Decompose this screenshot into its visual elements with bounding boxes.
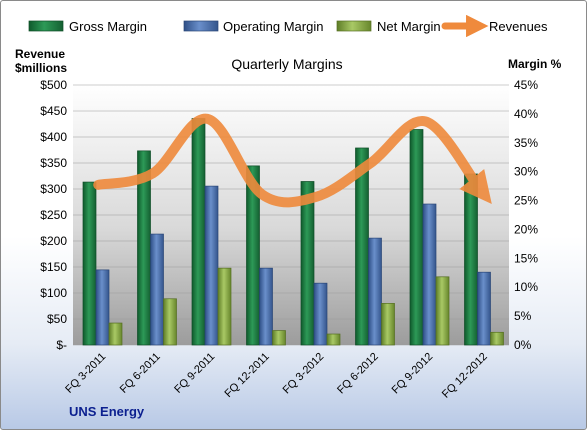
legend-swatch-gross-margin	[28, 20, 64, 32]
revenues-line	[93, 113, 492, 208]
left-axis-title-line1: Revenue	[15, 47, 65, 61]
net-margin-bar	[381, 303, 395, 346]
left-axis-ticks: $- $50 $100 $150 $200 $250 $300 $350 $400 $450 $50…	[40, 78, 67, 352]
left-tick-label: $250	[40, 208, 67, 222]
net-margin-bar	[217, 267, 232, 346]
right-tick-label: 5%	[514, 309, 532, 323]
legend-label-operating-margin: Operating Margin	[223, 19, 323, 34]
right-tick-label: 25%	[514, 194, 538, 208]
legend-label-gross-margin: Gross Margin	[69, 19, 147, 34]
operating-margin-bar	[150, 233, 164, 346]
right-tick-label: 30%	[514, 165, 538, 179]
right-tick-label: 15%	[514, 251, 538, 265]
right-tick-label: 45%	[514, 78, 538, 92]
legend-swatch-operating-margin	[183, 20, 219, 32]
legend-label-net-margin: Net Margin	[377, 19, 441, 34]
right-axis-title: Margin %	[508, 57, 562, 71]
left-tick-label: $450	[40, 104, 67, 118]
left-tick-label: $350	[40, 156, 67, 170]
left-tick-label: $400	[40, 130, 67, 144]
left-axis-title-line2: $millions	[15, 61, 67, 75]
category-label: FQ 9-2011	[172, 351, 217, 396]
right-axis-ticks: 0% 5% 10% 15% 20% 25% 30% 35% 40% 45%	[514, 78, 538, 352]
category-label: FQ 12-2011	[222, 351, 271, 400]
legend-item-gross-margin: Gross Margin	[28, 19, 147, 34]
left-tick-label: $200	[40, 234, 67, 248]
net-margin-bar	[163, 298, 177, 346]
category-label: FQ 3-2011	[63, 351, 108, 396]
category-label: FQ 3-2012	[281, 351, 327, 397]
left-tick-label: $150	[40, 260, 67, 274]
legend-item-operating-margin: Operating Margin	[183, 19, 323, 34]
net-margin-bar	[490, 331, 504, 346]
right-tick-label: 35%	[514, 136, 538, 150]
category-label: FQ 6-2011	[118, 351, 163, 396]
left-tick-label: $-	[56, 338, 67, 352]
company-name: UNS Energy	[69, 404, 145, 419]
operating-margin-bar	[259, 267, 273, 346]
left-tick-label: $500	[40, 78, 67, 92]
left-tick-label: $50	[47, 312, 67, 326]
operating-margin-bar	[368, 237, 382, 346]
gross-margin-bar	[82, 181, 97, 346]
operating-margin-bar	[477, 271, 491, 346]
operating-margin-bar	[204, 185, 219, 346]
operating-margin-bar	[422, 203, 437, 346]
legend-label-revenues: Revenues	[489, 19, 548, 34]
net-margin-bar	[326, 333, 341, 346]
net-margin-bar	[108, 322, 123, 346]
gross-margin-bar	[246, 165, 260, 346]
category-label: FQ 12-2012	[440, 351, 490, 401]
legend-item-revenues: Revenues	[441, 14, 548, 38]
right-tick-label: 0%	[514, 338, 532, 352]
legend-item-net-margin: Net Margin	[336, 19, 441, 34]
bars	[82, 118, 504, 346]
gross-margin-bar	[300, 181, 315, 346]
gross-margin-bar	[191, 118, 206, 346]
net-margin-bar	[435, 276, 450, 346]
net-margin-bar	[272, 330, 286, 346]
legend: Gross Margin Operating Margin Net Margin…	[28, 14, 548, 38]
operating-margin-bar	[313, 282, 328, 346]
gross-margin-bar	[464, 173, 478, 346]
operating-margin-bar	[95, 269, 110, 346]
category-label: FQ 9-2012	[390, 351, 436, 397]
category-labels: FQ 3-2011 FQ 6-2011 FQ 9-2011 FQ 12-2011 FQ …	[63, 351, 490, 401]
category-label: FQ 6-2012	[335, 351, 381, 397]
left-tick-label: $100	[40, 286, 67, 300]
right-tick-label: 40%	[514, 107, 538, 121]
right-tick-label: 10%	[514, 280, 538, 294]
gross-margin-bar	[409, 129, 424, 346]
chart-title: Quarterly Margins	[231, 56, 342, 72]
left-tick-label: $300	[40, 182, 67, 196]
right-tick-label: 20%	[514, 222, 538, 236]
legend-swatch-net-margin	[336, 20, 372, 32]
